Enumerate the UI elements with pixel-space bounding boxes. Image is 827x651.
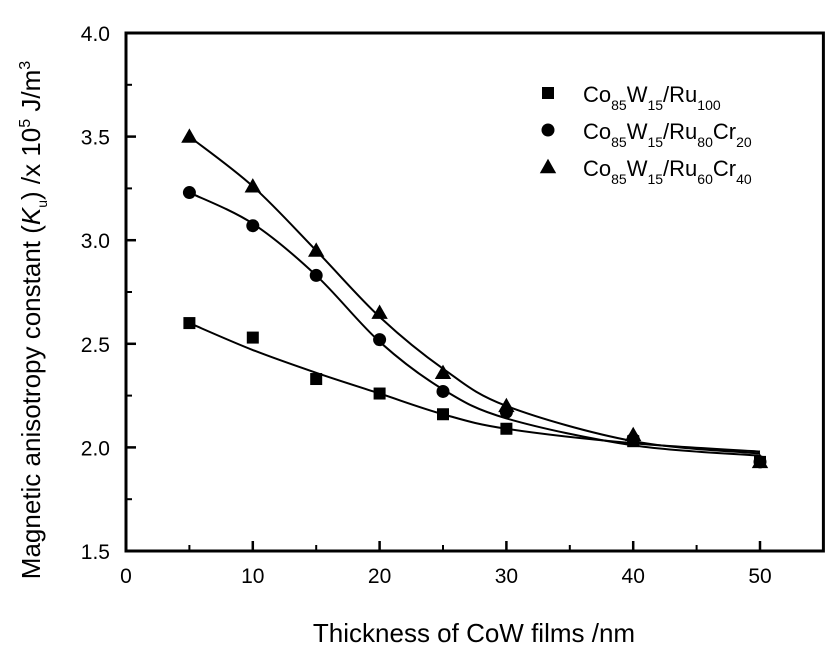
y-title-units: ) /x 10 [16, 128, 46, 200]
legend-subscript: 15 [647, 97, 663, 113]
legend-text-part: Co [583, 156, 611, 181]
data-point-triangle [751, 453, 769, 469]
x-tick-label: 20 [368, 565, 391, 588]
y-axis-title: Magnetic anisotropy constant (Ku) /x 105… [16, 61, 50, 579]
y-tick-label: 2.5 [81, 334, 110, 357]
legend-text-part: W [627, 119, 648, 144]
legend-text-part: /Ru [663, 156, 697, 181]
x-tick-label: 0 [120, 565, 132, 588]
data-point-triangle [371, 304, 388, 319]
y-title-exp2: 3 [17, 61, 34, 70]
legend-subscript: 15 [647, 171, 663, 187]
data-point-triangle [181, 128, 198, 143]
legend-subscript: 60 [697, 171, 713, 187]
legend-text-part: W [627, 156, 648, 181]
y-title-main: Magnetic anisotropy constant ( [16, 225, 46, 579]
legend-marker-triangle [539, 158, 557, 174]
legend-text-part: Cr [713, 156, 736, 181]
data-point-square [246, 331, 259, 344]
legend-text-part: W [627, 82, 648, 107]
data-point-circle [309, 268, 323, 282]
x-tick-label: 10 [241, 565, 264, 588]
y-tick-label: 4.0 [81, 23, 110, 46]
legend-text-part: Co [583, 119, 611, 144]
y-tick-label: 1.5 [81, 541, 110, 564]
x-tick-label: 30 [495, 565, 518, 588]
legend-subscript: 15 [647, 134, 663, 150]
data-point-square [437, 408, 449, 421]
legend-text-part: /Ru [663, 82, 697, 107]
legend-item: Co85W15/Ru80Cr20 [541, 119, 752, 150]
data-point-circle [182, 186, 196, 200]
legend-label: Co85W15/Ru60Cr40 [583, 156, 752, 187]
legend-text-part: Co [583, 82, 611, 107]
legend-text-part: Cr [713, 119, 736, 144]
data-point-square [373, 387, 386, 400]
data-point-square [310, 373, 323, 386]
fit-curve-circle [188, 191, 761, 457]
legend-item: Co85W15/Ru100 [542, 82, 721, 113]
data-point-circle [246, 219, 260, 233]
data-point-triangle [244, 178, 261, 193]
x-tick-label: 40 [622, 565, 645, 588]
legend-subscript: 40 [736, 171, 752, 187]
data-point-triangle [498, 397, 515, 413]
y-title-exp: 5 [17, 119, 34, 128]
legend-subscript: 100 [697, 97, 721, 113]
y-tick-label: 3.5 [81, 127, 110, 150]
y-title-symbol-sub: u [34, 200, 50, 208]
legend-subscript: 80 [697, 134, 713, 150]
y-tick-label: 3.0 [81, 230, 110, 253]
data-point-circle [373, 333, 387, 347]
legend-item: Co85W15/Ru60Cr40 [539, 156, 752, 187]
y-title-symbol: K [16, 206, 46, 225]
legend-text-part: /Ru [663, 119, 697, 144]
data-point-square [500, 422, 513, 435]
data-point-triangle [434, 364, 452, 380]
data-point-circle [436, 384, 450, 398]
legend-subscript: 85 [611, 171, 627, 187]
data-point-triangle [308, 242, 325, 257]
y-title-units2: J/m [16, 70, 46, 119]
legend-label: Co85W15/Ru100 [583, 82, 721, 113]
legend-subscript: 85 [611, 134, 627, 150]
fit-curve-square [189, 322, 761, 453]
legend-marker-square [542, 87, 554, 99]
legend-subscript: 20 [736, 134, 752, 150]
x-tick-label: 50 [748, 565, 771, 588]
y-tick-label: 2.0 [81, 437, 110, 460]
legend-marker-circle [541, 123, 555, 137]
data-point-triangle [625, 426, 642, 442]
legend-label: Co85W15/Ru80Cr20 [583, 119, 752, 150]
legend-subscript: 85 [611, 97, 627, 113]
x-axis-title: Thickness of CoW films /nm [313, 618, 635, 648]
data-point-square [183, 317, 196, 330]
